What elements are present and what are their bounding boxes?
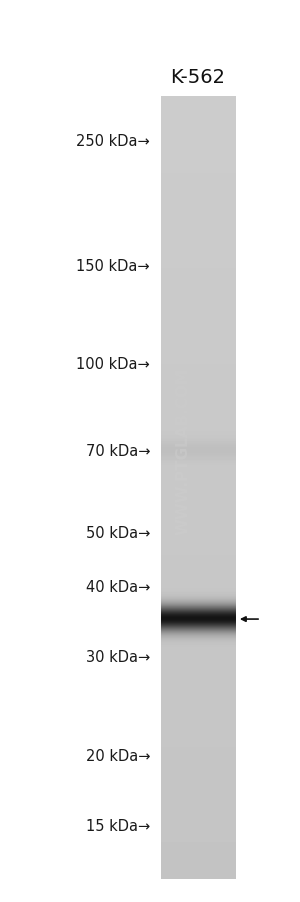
- Text: 20 kDa→: 20 kDa→: [85, 748, 150, 763]
- Text: K-562: K-562: [170, 68, 226, 87]
- Text: 50 kDa→: 50 kDa→: [85, 525, 150, 540]
- Text: 150 kDa→: 150 kDa→: [76, 258, 150, 273]
- Text: 250 kDa→: 250 kDa→: [76, 134, 150, 149]
- Text: 40 kDa→: 40 kDa→: [85, 579, 150, 594]
- Text: 70 kDa→: 70 kDa→: [85, 444, 150, 458]
- Text: 15 kDa→: 15 kDa→: [86, 818, 150, 833]
- Text: 30 kDa→: 30 kDa→: [86, 649, 150, 665]
- Text: 100 kDa→: 100 kDa→: [76, 357, 150, 372]
- Text: WWW.PTGLAB.COM: WWW.PTGLAB.COM: [176, 368, 190, 534]
